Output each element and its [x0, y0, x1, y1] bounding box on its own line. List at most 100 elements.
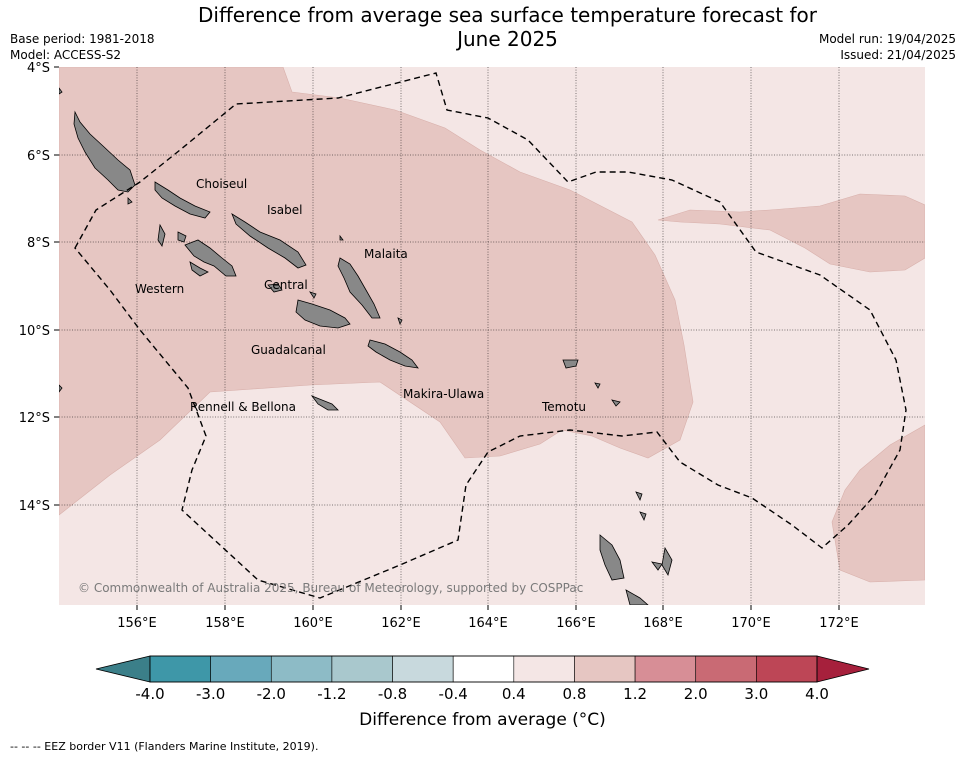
colorbar-over-arrow	[816, 655, 870, 683]
land-vanuatu-2	[625, 589, 649, 605]
land-guadalcanal	[295, 299, 351, 329]
colorbar-segments	[149, 655, 818, 683]
eez-border	[74, 72, 907, 599]
region-label-malaita: Malaita	[364, 247, 408, 261]
colorbar-segment	[270, 655, 333, 683]
lat-label-10s: 10°S	[19, 324, 50, 339]
eez-footnote: -- -- -- EEZ border V11 (Flanders Marine…	[10, 740, 319, 753]
issued-date: Issued: 21/04/2025	[840, 48, 956, 62]
longitude-ticks	[136, 605, 840, 610]
lon-label-156e: 156°E	[117, 616, 157, 631]
land-temotu-3	[611, 399, 621, 407]
land-temotu-2	[594, 382, 601, 389]
base-period: Base period: 1981-2018	[10, 32, 155, 46]
region-labels: Choiseul Isabel Malaita Western Central …	[135, 177, 586, 414]
meta-left: Base period: 1981-2018 Model: ACCESS-S2	[10, 31, 155, 63]
warm-anomaly-region-east	[657, 193, 925, 273]
colorbar-tick-label: -4.0	[135, 685, 164, 703]
colorbar-under-arrow	[95, 655, 151, 683]
land-temotu-1	[562, 359, 579, 369]
latitude-ticks	[54, 66, 59, 506]
land-small-2	[339, 234, 344, 241]
region-label-temotu: Temotu	[541, 400, 586, 414]
title-line-2: June 2025	[457, 27, 558, 51]
land-vanuatu-3	[661, 546, 673, 577]
region-label-isabel: Isabel	[267, 203, 302, 217]
land-western-1	[184, 239, 237, 277]
land-vanuatu-1	[599, 534, 625, 581]
colorbar-tick-label: 1.2	[623, 685, 647, 703]
colorbar-segment	[149, 655, 211, 683]
lat-label-14s: 14°S	[19, 499, 50, 514]
land-isabel-north	[154, 181, 211, 219]
region-label-western: Western	[135, 282, 184, 296]
land-vanuatu-5	[635, 491, 643, 502]
colorbar-tick-label: -2.0	[257, 685, 286, 703]
colorbar: -4.0 -3.0 -2.0 -1.2 -0.8 -0.4 0.4 0.8 1.2 2.0 3.0 4…	[95, 655, 870, 703]
land-small-3	[309, 291, 317, 299]
colorbar-tick-label: 0.4	[502, 685, 526, 703]
lat-label-4s: 4°S	[27, 61, 50, 76]
land-malaita	[337, 257, 381, 319]
colorbar-tick-label: 4.0	[805, 685, 829, 703]
colorbar-segment	[634, 655, 697, 683]
lat-label-12s: 12°S	[19, 411, 50, 426]
land-choiseul	[73, 110, 136, 193]
colorbar-tick-label: -0.8	[378, 685, 407, 703]
title-line-1: Difference from average sea surface temp…	[197, 3, 817, 27]
region-label-choiseul: Choiseul	[196, 177, 247, 191]
region-label-central: Central	[264, 278, 308, 292]
land-makira	[367, 339, 419, 369]
land-western-3	[189, 261, 209, 277]
lon-label-168e: 168°E	[643, 616, 683, 631]
lon-label-164e: 164°E	[468, 616, 508, 631]
land-rennell	[310, 395, 339, 411]
lon-label-160e: 160°E	[293, 616, 333, 631]
lat-label-6s: 6°S	[27, 149, 50, 164]
colorbar-tick-label: 3.0	[744, 685, 768, 703]
land-small-4	[397, 317, 403, 326]
land-small-5	[59, 87, 63, 95]
lat-label-8s: 8°S	[27, 236, 50, 251]
lon-label-170e: 170°E	[731, 616, 771, 631]
land-western-4	[177, 231, 187, 243]
land-vanuatu-4	[651, 561, 663, 571]
colorbar-segment	[392, 655, 454, 683]
colorbar-tick-label: 2.0	[684, 685, 708, 703]
colorbar-title: Difference from average (°C)	[359, 710, 606, 730]
model-run: Model run: 19/04/2025	[818, 32, 956, 46]
lon-label-172e: 172°E	[819, 616, 859, 631]
longitude-labels: 156°E 158°E 160°E 162°E 164°E 166°E 168°…	[117, 616, 859, 631]
land-central	[267, 283, 283, 293]
colorbar-segment	[331, 655, 393, 683]
colorbar-outline	[149, 655, 818, 683]
colorbar-segment	[695, 655, 757, 683]
warm-anomaly-region-southeast	[831, 424, 925, 583]
land-small-1	[127, 197, 133, 205]
colorbar-ticks: -4.0 -3.0 -2.0 -1.2 -0.8 -0.4 0.4 0.8 1.2 2.0 3.0 4…	[135, 685, 829, 703]
lon-label-166e: 166°E	[556, 616, 596, 631]
colorbar-tick-label: 0.8	[563, 685, 587, 703]
colorbar-tick-label: -1.2	[317, 685, 346, 703]
colorbar-segment	[756, 655, 818, 683]
region-label-makira-ulawa: Makira-Ulawa	[403, 387, 484, 401]
land-small-6	[59, 384, 63, 393]
lon-label-158e: 158°E	[205, 616, 245, 631]
meta-right: Model run: 19/04/2025 Issued: 21/04/2025	[819, 31, 956, 63]
colorbar-segment	[513, 655, 575, 683]
land-vanuatu-6	[639, 511, 647, 522]
colorbar-tick-label: -0.4	[439, 685, 468, 703]
land-isabel	[231, 213, 307, 269]
colorbar-tick-label: -3.0	[196, 685, 225, 703]
region-label-guadalcanal: Guadalcanal	[251, 343, 326, 357]
chart-title: Difference from average sea surface temp…	[150, 3, 865, 51]
model-name: Model: ACCESS-S2	[10, 48, 122, 62]
region-label-rennell-bellona: Rennell & Bellona	[190, 400, 296, 414]
latitude-labels: 4°S 6°S 8°S 10°S 12°S 14°S	[19, 61, 50, 514]
land-western-2	[157, 223, 166, 247]
land-masses	[59, 87, 673, 605]
colorbar-segment	[574, 655, 636, 683]
warm-anomaly-region	[59, 67, 694, 516]
colorbar-segment	[452, 655, 515, 683]
